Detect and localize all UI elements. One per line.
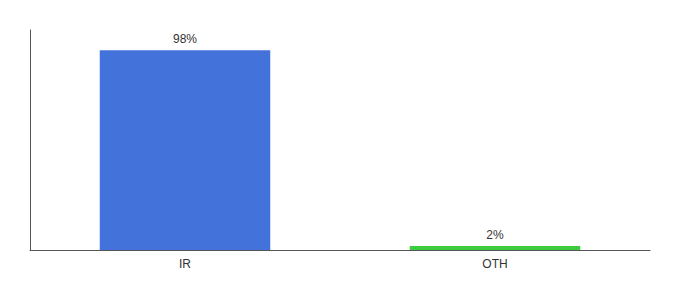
svg-text:OTH: OTH bbox=[482, 257, 507, 271]
svg-text:IR: IR bbox=[179, 257, 191, 271]
svg-text:2%: 2% bbox=[486, 228, 504, 242]
svg-text:98%: 98% bbox=[173, 32, 197, 46]
